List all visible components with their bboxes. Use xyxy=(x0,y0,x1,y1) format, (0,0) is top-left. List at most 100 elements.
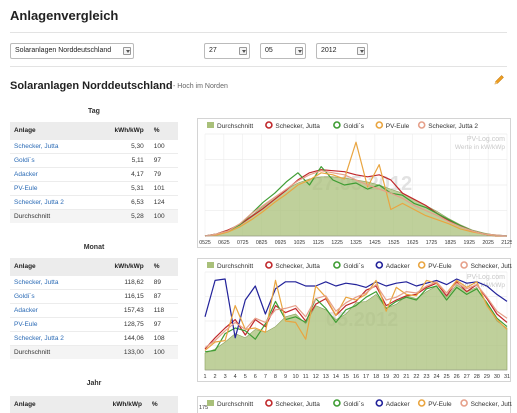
pct-cell: 101 xyxy=(147,180,178,195)
x-tick-label: 2125 xyxy=(501,240,512,246)
x-tick-label: 8 xyxy=(274,374,277,380)
x-tick-label: 1125 xyxy=(313,240,324,246)
legend-label: Schecker, Jutta 2 xyxy=(471,263,512,270)
x-tick-label: 1625 xyxy=(407,240,419,246)
plant-link[interactable]: Schecker, Jutta xyxy=(10,274,94,289)
legend-label: Goldi´s xyxy=(343,263,364,270)
table-row: Goldi´s 116,15 87 xyxy=(10,288,178,303)
table-row: PV-Eule 5,31 101 xyxy=(10,180,178,195)
x-tick-label: 1225 xyxy=(331,240,343,246)
x-tick-label: 15 xyxy=(343,374,349,380)
legend-swatch xyxy=(417,121,426,129)
watermark-unit: Werte in kW/kWp xyxy=(455,144,505,151)
section-subtitle: - Hoch im Norden xyxy=(173,83,228,90)
legend-swatch xyxy=(207,400,214,406)
x-tick-label: 10 xyxy=(293,374,299,380)
col-header-value: kWh/kWp xyxy=(93,122,148,139)
plant-link[interactable]: PV-Eule xyxy=(10,316,94,331)
series-line xyxy=(204,278,508,339)
legend-label: PV-Eule xyxy=(428,401,452,408)
x-tick-label: 26 xyxy=(454,374,460,380)
legend-label: Goldi´s xyxy=(343,123,364,130)
value-cell: 5,31 xyxy=(93,180,148,195)
legend-label: Adacker xyxy=(386,263,411,270)
plant-link[interactable]: Adacker xyxy=(10,166,94,181)
legend-label: Schecker, Jutta 2 xyxy=(471,401,512,408)
legend-swatch xyxy=(417,261,426,269)
value-cell: 4,17 xyxy=(93,166,148,181)
series-line xyxy=(204,166,508,237)
year-select-value: 2012 xyxy=(321,47,337,54)
pct-cell: 97 xyxy=(147,316,178,331)
plant-link[interactable]: Schecker, Jutta xyxy=(10,138,94,153)
table-row: Schecker, Jutta 2 144,06 108 xyxy=(10,330,178,345)
watermark-unit: Werte in kW/kWp xyxy=(455,282,505,289)
legend-swatch xyxy=(207,262,214,268)
table-row: Goldi´s 5,11 97 xyxy=(10,152,178,167)
day-select[interactable]: 27 xyxy=(204,43,250,59)
col-header-pct: % xyxy=(147,122,178,139)
x-tick-label: 11 xyxy=(303,374,309,380)
legend-label: Goldi´s xyxy=(343,401,364,408)
series-line xyxy=(204,170,508,237)
x-tick-label: 1 xyxy=(203,374,206,380)
plant-link[interactable]: Schecker, Jutta 2 xyxy=(10,330,94,345)
region-select-value: Solaranlagen Norddeutschland xyxy=(15,47,112,54)
value-cell: 116,15 xyxy=(93,288,148,303)
chart-frame xyxy=(197,396,511,413)
x-tick-label: 25 xyxy=(444,374,450,380)
year-chart-svg: 175 Durchschnitt Schecker, Jutta Goldi´s Ada… xyxy=(197,396,512,413)
x-tick-label: 21 xyxy=(403,374,409,380)
x-tick-label: 0625 xyxy=(218,240,230,246)
year-chart: 175 Durchschnitt Schecker, Jutta Goldi´s Ada… xyxy=(197,396,512,413)
x-tick-label: 30 xyxy=(494,374,500,380)
table-heading-jahr: Jahr xyxy=(86,380,102,387)
month-select[interactable]: 05 xyxy=(260,43,306,59)
col-header-plant: Anlage xyxy=(10,122,94,139)
legend-label: Durchschnitt xyxy=(217,263,253,270)
average-label: Durchschnitt xyxy=(10,208,94,223)
x-tick-label: 22 xyxy=(413,374,419,380)
legend-swatch xyxy=(333,121,341,129)
pct-cell: 89 xyxy=(147,274,178,289)
plant-link[interactable]: PV-Eule xyxy=(10,180,94,195)
controls-divider xyxy=(10,66,507,67)
average-row: Durchschnitt 133,00 100 xyxy=(10,344,178,359)
x-tick-label: 24 xyxy=(433,374,439,380)
x-tick-label: 17 xyxy=(363,374,369,380)
plant-link[interactable]: Goldi´s xyxy=(10,152,94,167)
pencil-icon[interactable] xyxy=(493,74,505,86)
watermark-brand: PV-Log.com xyxy=(467,274,505,281)
x-tick-label: 12 xyxy=(313,374,319,380)
legend-label: Durchschnitt xyxy=(217,123,253,130)
x-tick-label: 2 xyxy=(214,374,217,380)
table-row: Schecker, Jutta 118,62 89 xyxy=(10,274,178,289)
watermark-brand: PV-Log.com xyxy=(467,136,505,143)
x-tick-label: 0925 xyxy=(275,240,287,246)
legend-swatch xyxy=(333,261,341,269)
plant-link[interactable]: Goldi´s xyxy=(10,288,94,303)
region-select[interactable]: Solaranlagen Norddeutschland xyxy=(10,43,134,59)
plant-link[interactable]: Schecker, Jutta 2 xyxy=(10,194,94,209)
x-tick-label: 5 xyxy=(244,374,247,380)
chevron-down-icon xyxy=(123,47,131,55)
x-tick-label: 20 xyxy=(393,374,399,380)
plant-link[interactable]: Adacker xyxy=(10,302,94,317)
x-tick-label: 29 xyxy=(484,374,490,380)
year-select[interactable]: 2012 xyxy=(316,43,368,59)
legend-swatch xyxy=(207,122,214,128)
x-tick-label: 19 xyxy=(383,374,389,380)
x-tick-label: 1325 xyxy=(350,240,362,246)
col-header-pct: % xyxy=(147,258,178,275)
x-tick-label: 4 xyxy=(234,374,237,380)
x-tick-label: 16 xyxy=(353,374,359,380)
pct-cell: 97 xyxy=(147,152,178,167)
chevron-down-icon xyxy=(239,47,247,55)
series-line xyxy=(204,281,508,349)
legend-swatch xyxy=(375,121,384,129)
table-heading-tag: Tag xyxy=(88,108,100,115)
value-cell: 133,00 xyxy=(93,344,148,359)
page-title: Anlagenvergleich xyxy=(10,8,119,23)
